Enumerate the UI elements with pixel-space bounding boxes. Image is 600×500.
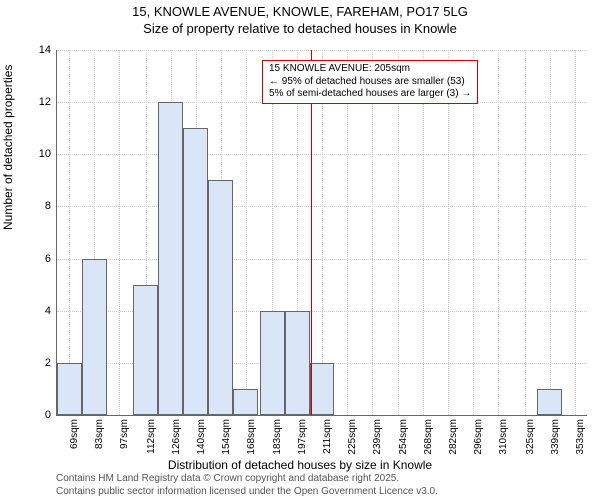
annotation-line-1: 15 KNOWLE AVENUE: 205sqm (269, 63, 471, 76)
histogram-bar (57, 363, 82, 415)
annotation-line-3: 5% of semi-detached houses are larger (3… (269, 88, 471, 101)
x-tick-label: 112sqm (146, 419, 157, 454)
x-tick-label: 225sqm (347, 419, 358, 455)
x-tick-label: 97sqm (119, 419, 130, 449)
y-tick-label: 2 (45, 357, 51, 369)
x-tick-label: 83sqm (94, 419, 105, 449)
gridline-v (372, 50, 373, 415)
gridline-v (498, 50, 499, 415)
x-tick-label: 211sqm (322, 419, 333, 454)
gridline-v (423, 50, 424, 415)
y-tick-label: 10 (39, 148, 51, 160)
title-line-1: 15, KNOWLE AVENUE, KNOWLE, FAREHAM, PO17… (0, 4, 600, 21)
x-tick-label: 239sqm (372, 419, 383, 455)
gridline-v (550, 50, 551, 415)
x-tick-label: 126sqm (171, 419, 182, 455)
y-tick-label: 0 (45, 409, 51, 421)
x-tick-label: 197sqm (297, 419, 308, 455)
histogram-bar (285, 311, 310, 415)
x-tick-label: 168sqm (246, 419, 257, 455)
gridline-v (119, 50, 120, 415)
histogram-bar (233, 389, 258, 415)
y-axis-label: Number of detached properties (1, 65, 15, 230)
x-tick-label: 140sqm (196, 419, 207, 455)
footer-line-2: Contains public sector information licen… (56, 486, 438, 499)
gridline-v (473, 50, 474, 415)
x-tick-label: 282sqm (448, 419, 459, 455)
gridline-v (246, 50, 247, 415)
x-tick-label: 69sqm (69, 419, 80, 449)
gridline-v (347, 50, 348, 415)
chart-title: 15, KNOWLE AVENUE, KNOWLE, FAREHAM, PO17… (0, 0, 600, 38)
y-tick-label: 12 (39, 96, 51, 108)
gridline-v (398, 50, 399, 415)
x-tick-label: 296sqm (473, 419, 484, 455)
x-tick-label: 254sqm (398, 419, 409, 455)
gridline-v (525, 50, 526, 415)
x-tick-label: 310sqm (498, 419, 509, 455)
title-line-2: Size of property relative to detached ho… (0, 21, 600, 38)
histogram-bar (82, 259, 107, 415)
gridline-v (575, 50, 576, 415)
y-tick-label: 8 (45, 200, 51, 212)
x-tick-label: 339sqm (550, 419, 561, 455)
histogram-bar (208, 180, 233, 415)
gridline-v (69, 50, 70, 415)
x-axis-label: Distribution of detached houses by size … (0, 458, 600, 472)
x-tick-label: 154sqm (221, 419, 232, 455)
y-tick-label: 6 (45, 253, 51, 265)
reference-line (311, 50, 312, 415)
annotation-line-2: ← 95% of detached houses are smaller (53… (269, 76, 471, 89)
x-tick-label: 325sqm (525, 419, 536, 455)
x-tick-label: 183sqm (272, 419, 283, 455)
x-tick-label: 268sqm (423, 419, 434, 455)
histogram-bar (133, 285, 158, 415)
histogram-bar (158, 102, 183, 415)
y-tick-label: 14 (39, 44, 51, 56)
annotation-box: 15 KNOWLE AVENUE: 205sqm ← 95% of detach… (262, 60, 478, 104)
chart-footer: Contains HM Land Registry data © Crown c… (56, 473, 438, 498)
histogram-bar (183, 128, 208, 415)
y-tick-label: 4 (45, 305, 51, 317)
histogram-bar (537, 389, 562, 415)
footer-line-1: Contains HM Land Registry data © Crown c… (56, 473, 438, 486)
gridline-v (322, 50, 323, 415)
x-tick-label: 353sqm (575, 419, 586, 455)
gridline-v (448, 50, 449, 415)
histogram-bar (260, 311, 285, 415)
histogram-chart: 15, KNOWLE AVENUE, KNOWLE, FAREHAM, PO17… (0, 0, 600, 500)
histogram-bar (310, 363, 335, 415)
plot-area: 0246810121469sqm83sqm97sqm112sqm126sqm14… (56, 50, 587, 416)
